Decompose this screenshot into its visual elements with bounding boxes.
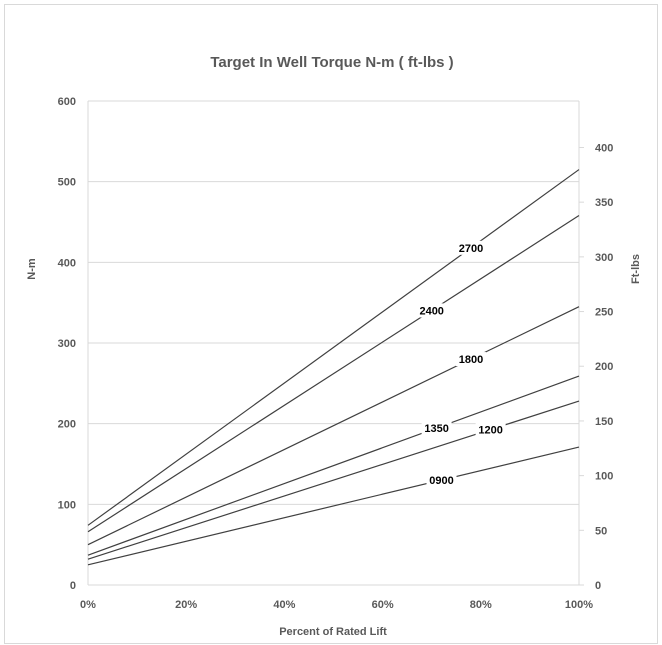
y-tick-label: 400 xyxy=(58,257,76,269)
series-labels: 2700 2400 1800 1350 1200 0900 xyxy=(416,240,506,488)
series-label-1200: 1200 xyxy=(478,425,502,437)
series-label-2700: 2700 xyxy=(459,243,483,255)
series-label-bg xyxy=(416,303,447,318)
series-label-bg xyxy=(426,473,457,488)
y2-tick-label: 350 xyxy=(595,197,613,209)
y2-tick-label: 150 xyxy=(595,416,613,428)
torque-chart: Target In Well Torque N-m ( ft-lbs ) 270… xyxy=(26,54,642,638)
x-tick-label: 20% xyxy=(175,599,197,611)
y-tick-label: 600 xyxy=(58,96,76,108)
series-label-bg xyxy=(475,422,506,437)
series-label-2400: 2400 xyxy=(419,305,443,317)
series-label-0900: 0900 xyxy=(429,475,453,487)
series-line-1800 xyxy=(87,306,580,546)
series-label-bg xyxy=(455,352,486,367)
y-tick-label: 200 xyxy=(58,419,76,431)
chart-area: Target In Well Torque N-m ( ft-lbs ) 270… xyxy=(4,4,658,644)
series-label-bg xyxy=(421,421,452,436)
series-line-2400 xyxy=(87,215,580,533)
series-label-1350: 1350 xyxy=(424,423,448,435)
series-label-bg xyxy=(455,240,486,255)
x-tick-label: 80% xyxy=(470,599,492,611)
y2-tick-label: 200 xyxy=(595,361,613,373)
y-axis-title: N-m xyxy=(26,258,38,280)
tick-labels: 0 100 200 300 400 500 600 0 50 100 150 200 250 300 350… xyxy=(58,96,614,611)
y2-tick-label: 400 xyxy=(595,142,613,154)
y-tick-label: 100 xyxy=(58,499,76,511)
y2-tick-label: 0 xyxy=(595,580,601,592)
y2-axis-title: Ft-lbs xyxy=(630,254,642,284)
x-tick-label: 60% xyxy=(372,599,394,611)
y2-tick-label: 50 xyxy=(595,525,607,537)
series-lines xyxy=(87,169,580,566)
x-tick-label: 0% xyxy=(80,599,96,611)
series-line-2700 xyxy=(87,169,580,526)
x-axis-title: Percent of Rated Lift xyxy=(279,626,387,638)
gridlines xyxy=(87,100,584,586)
y-tick-label: 500 xyxy=(58,177,76,189)
y2-tick-label: 250 xyxy=(595,307,613,319)
y2-tick-label: 300 xyxy=(595,252,613,264)
series-line-0900 xyxy=(87,446,580,566)
y2-tick-label: 100 xyxy=(595,471,613,483)
y-tick-label: 300 xyxy=(58,338,76,350)
series-label-1800: 1800 xyxy=(459,354,483,366)
chart-title: Target In Well Torque N-m ( ft-lbs ) xyxy=(210,54,453,71)
y-tick-label: 0 xyxy=(70,580,76,592)
series-line-1350 xyxy=(87,375,580,556)
x-tick-label: 40% xyxy=(273,599,295,611)
x-tick-label: 100% xyxy=(565,599,593,611)
